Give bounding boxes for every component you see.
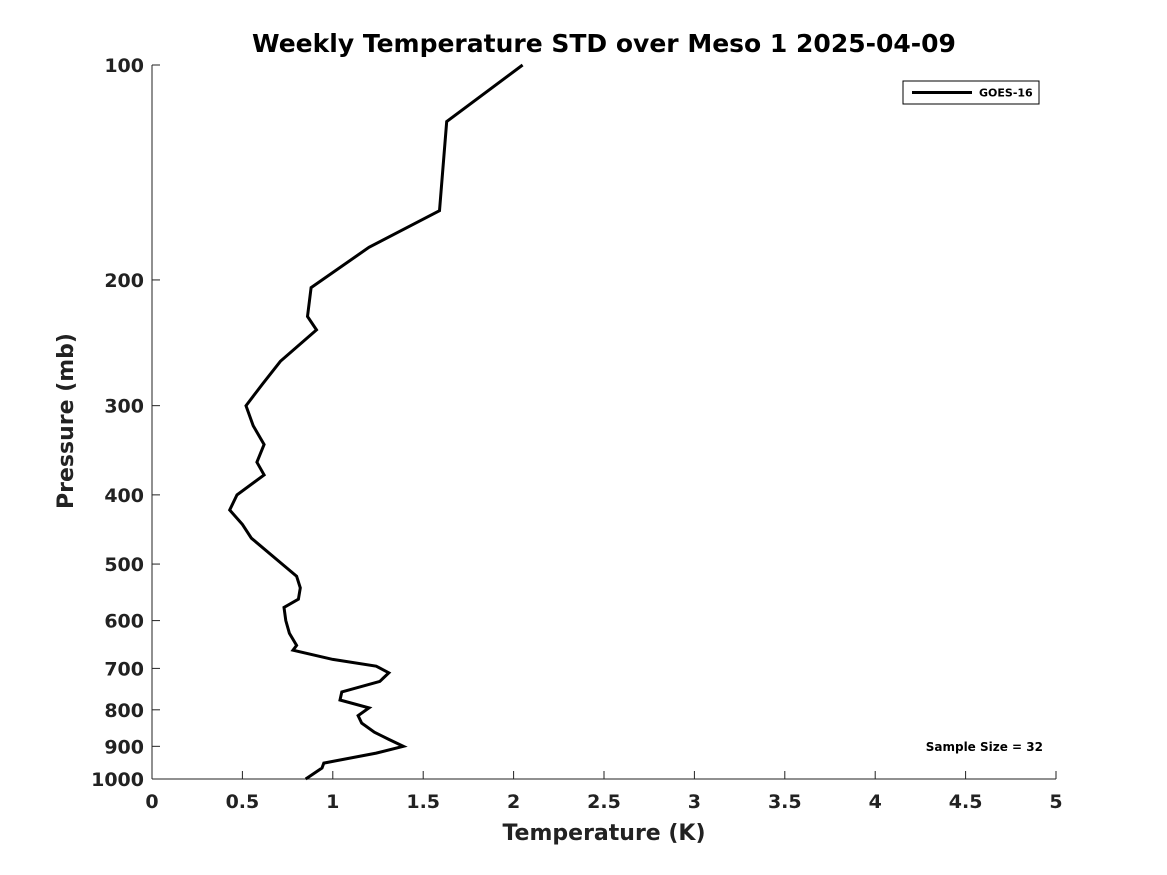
x-tick-label: 5 (1049, 791, 1062, 813)
x-tick-label: 0.5 (226, 791, 260, 813)
y-tick-label: 700 (104, 658, 144, 680)
axes-frame (151, 65, 1056, 780)
x-tick-label: 3.5 (768, 791, 802, 813)
y-tick-label: 900 (104, 736, 144, 758)
y-tick-label: 200 (104, 270, 144, 292)
series-line-goes-16 (227, 63, 524, 781)
x-tick-label: 1 (326, 791, 339, 813)
y-tick-label: 600 (104, 611, 144, 633)
y-tick-label: 100 (104, 55, 144, 77)
series-layer (227, 63, 524, 781)
y-tick-label: 300 (104, 396, 144, 418)
y-tick-label: 800 (104, 700, 144, 722)
x-tick-label: 4 (869, 791, 882, 813)
y-tick-label: 1000 (91, 769, 144, 791)
y-axis-ticks: 100 200 300 400 500 600 700 800 900 1000 (91, 55, 160, 791)
sample-size-annotation: Sample Size = 32 (926, 740, 1043, 754)
y-axis-label: Pressure (mb) (54, 333, 79, 509)
y-tick-label: 400 (104, 485, 144, 507)
x-axis-label: Temperature (K) (502, 821, 705, 846)
y-tick-label: 500 (104, 554, 144, 576)
x-tick-label: 4.5 (949, 791, 983, 813)
x-tick-label: 2 (507, 791, 520, 813)
x-tick-label: 1.5 (406, 791, 440, 813)
x-tick-label: 2.5 (587, 791, 621, 813)
x-tick-label: 0 (145, 791, 158, 813)
chart-title: Weekly Temperature STD over Meso 1 2025-… (252, 29, 956, 58)
x-axis-ticks: 0 0.5 1 1.5 2 2.5 3 3.5 4 4.5 5 (145, 771, 1063, 813)
legend-label-goes-16: GOES-16 (979, 87, 1033, 100)
legend: GOES-16 (902, 80, 1040, 105)
x-tick-label: 3 (688, 791, 701, 813)
